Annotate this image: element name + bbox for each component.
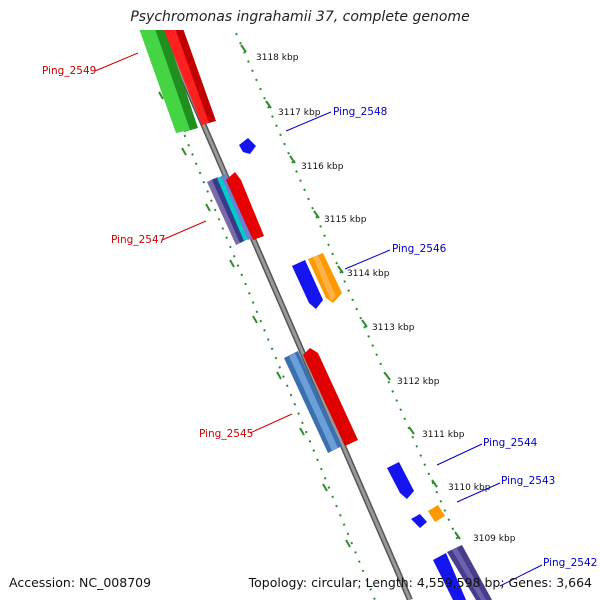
gene-label-ping-2544[interactable]: Ping_2544 bbox=[483, 437, 538, 449]
kbp-label: 3116 kbp bbox=[301, 162, 344, 172]
kbp-label: 3114 kbp bbox=[347, 269, 390, 279]
kbp-label: 3109 kbp bbox=[473, 534, 516, 544]
gene-ping-2545[interactable] bbox=[284, 348, 358, 453]
gene-label-ping-2543[interactable]: Ping_2543 bbox=[501, 475, 555, 487]
kbp-label: 3115 kbp bbox=[324, 215, 367, 225]
gene-ping-2549[interactable] bbox=[136, 20, 216, 133]
kbp-label: 3118 kbp bbox=[256, 53, 299, 63]
gene-ping-2546[interactable] bbox=[292, 253, 342, 309]
gene-label-ping-2546[interactable]: Ping_2546 bbox=[392, 243, 447, 255]
gene-ping-2548[interactable] bbox=[239, 138, 256, 154]
gene-ping-2542[interactable] bbox=[433, 545, 492, 600]
genome-summary: Topology: circular; Length: 4,559,598 bp… bbox=[248, 575, 592, 590]
accession-label: Accession: NC_008709 bbox=[9, 575, 152, 590]
major-ticks bbox=[158, 44, 461, 548]
leader-line bbox=[499, 564, 543, 587]
inner-tick-track bbox=[140, 30, 376, 600]
gene-label-ping-2547[interactable]: Ping_2547 bbox=[111, 234, 165, 246]
leader-line bbox=[161, 220, 207, 241]
gene-label-ping-2542[interactable]: Ping_2542 bbox=[543, 557, 597, 569]
leader-line bbox=[285, 111, 332, 132]
gene-label-ping-2545[interactable]: Ping_2545 bbox=[199, 428, 253, 440]
gene-label-ping-2549[interactable]: Ping_2549 bbox=[42, 65, 96, 77]
gene-ping-2544[interactable] bbox=[387, 462, 414, 499]
kbp-label: 3117 kbp bbox=[278, 108, 321, 118]
leader-line bbox=[249, 413, 293, 434]
kbp-label: 3111 kbp bbox=[422, 430, 465, 440]
kbp-label: 3113 kbp bbox=[372, 323, 415, 333]
leader-line bbox=[456, 482, 501, 503]
gene-ping-2543[interactable] bbox=[411, 505, 445, 528]
kbp-label: 3110 kbp bbox=[448, 483, 491, 493]
gene-ping-2547[interactable] bbox=[207, 172, 264, 245]
leader-line bbox=[94, 52, 139, 72]
leader-line bbox=[344, 249, 391, 270]
map-title: Psychromonas ingrahamii 37, complete gen… bbox=[130, 9, 470, 25]
gene-label-ping-2548[interactable]: Ping_2548 bbox=[333, 106, 387, 118]
kbp-label: 3112 kbp bbox=[397, 377, 440, 387]
leader-line bbox=[436, 443, 483, 466]
